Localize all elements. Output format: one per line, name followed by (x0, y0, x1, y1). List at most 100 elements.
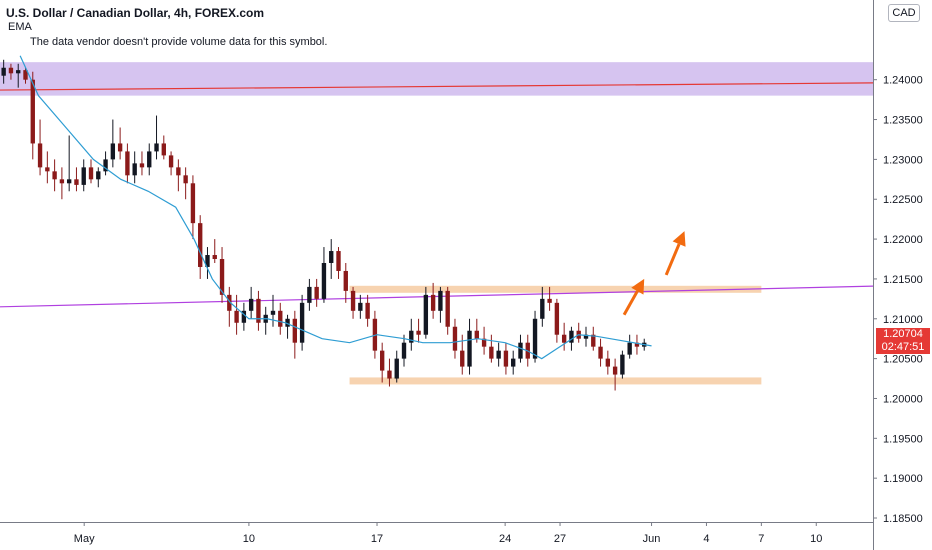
candle-body (401, 342, 407, 359)
candle-body (409, 330, 414, 343)
time-axis (0, 522, 873, 550)
candle-body (147, 151, 152, 168)
candle-body (503, 350, 509, 367)
bar-countdown: 02:47:51 (881, 341, 925, 353)
price-tick-label: 1.21000 (883, 314, 923, 326)
last-price-tag: 1.20704 02:47:51 (876, 328, 930, 354)
price-tick-label: 1.22000 (883, 234, 923, 246)
candle-body (307, 286, 312, 303)
candle-body (612, 366, 618, 375)
bullish-arrow-head (672, 231, 686, 247)
candle-body (176, 167, 181, 176)
candle-body (329, 251, 334, 263)
candle-body (336, 251, 341, 271)
candle-body (110, 143, 116, 160)
time-tick-label: May (74, 533, 95, 545)
price-tick-label: 1.22500 (883, 194, 923, 206)
time-tick-label: 10 (810, 533, 822, 545)
candle-body (219, 259, 225, 295)
price-tick-label: 1.24000 (883, 75, 923, 87)
volume-warning: The data vendor doesn't provide volume d… (30, 36, 328, 48)
candle-body (540, 298, 545, 319)
purple-trend-line (0, 285, 874, 308)
candle-body (74, 179, 79, 185)
candle-body (117, 143, 123, 152)
candle-body (321, 262, 327, 299)
candle-body (620, 354, 625, 375)
candle-body (161, 143, 166, 156)
candle-body (467, 330, 472, 367)
resistance-band (349, 285, 762, 293)
candle-body (103, 159, 108, 172)
candle-body (350, 290, 356, 311)
candle-body (481, 338, 487, 347)
bullish-arrow-head (631, 278, 645, 295)
candle-body (30, 79, 35, 144)
candle-body (183, 175, 188, 184)
candle-body (205, 255, 210, 267)
candle-body (489, 346, 494, 359)
candle-body (561, 334, 567, 343)
candle-body (343, 270, 348, 291)
time-tick-label: 10 (243, 533, 255, 545)
candle-body (285, 318, 290, 327)
candle-body (299, 302, 305, 343)
candle-body (45, 167, 50, 172)
candle-body (168, 155, 174, 168)
time-tick-label: 17 (371, 533, 383, 545)
candle-body (139, 163, 145, 168)
candle-body (8, 67, 14, 74)
price-tick-label: 1.19500 (883, 433, 923, 445)
candle-body (511, 358, 516, 367)
price-tick-label: 1.20500 (883, 354, 923, 366)
candle-body (474, 330, 479, 339)
time-tick-label: Jun (643, 533, 661, 545)
candle-body (154, 143, 159, 152)
candle-body (365, 302, 370, 319)
time-tick-label: 7 (758, 533, 764, 545)
candle-body (292, 318, 298, 343)
candle-body (212, 255, 217, 260)
candle-body (387, 370, 392, 379)
candle-body (416, 330, 421, 335)
candle-body (532, 318, 538, 359)
candle-body (496, 350, 501, 359)
candle-body (37, 143, 43, 168)
candle-body (227, 294, 232, 311)
price-tick-label: 1.23000 (883, 154, 923, 166)
candle-body (547, 298, 552, 303)
chart-title: U.S. Dollar / Canadian Dollar, 4h, FOREX… (6, 6, 265, 20)
candle-body (583, 334, 589, 339)
candle-body (634, 342, 640, 347)
candle-body (314, 286, 319, 299)
candle-body (605, 358, 611, 367)
candle-body (198, 223, 203, 267)
candle-body (1, 67, 6, 76)
candle-body (23, 70, 28, 80)
candle-body (518, 342, 523, 359)
candle-body (66, 179, 72, 184)
ema-line (19, 55, 652, 360)
candle-body (125, 151, 130, 176)
red-trend-line (0, 82, 874, 91)
candle-body (438, 290, 443, 311)
candle-body (452, 326, 458, 351)
candle-body (379, 350, 385, 371)
price-axis (873, 0, 932, 550)
currency-button[interactable]: CAD (888, 4, 920, 22)
bullish-arrow-shaft (622, 290, 639, 316)
price-tick-label: 1.18500 (883, 513, 923, 525)
candle-body (16, 70, 21, 74)
candle-body (598, 346, 603, 359)
time-tick-label: 27 (554, 533, 566, 545)
candle-body (256, 298, 261, 323)
candle-body (88, 167, 94, 180)
candle-body (394, 358, 399, 379)
candle-body (423, 294, 429, 335)
candle-body (190, 183, 196, 224)
ema-indicator-label[interactable]: EMA (8, 21, 32, 33)
time-tick-label: 4 (703, 533, 709, 545)
upper-resistance-zone (0, 62, 873, 96)
candle-body (81, 167, 86, 185)
